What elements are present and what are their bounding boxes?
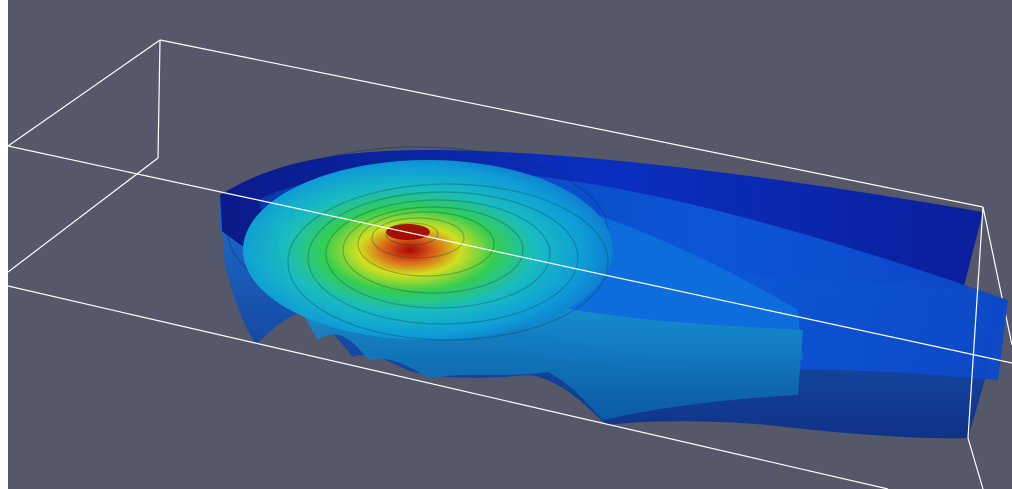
bounding-box-front xyxy=(8,145,1012,489)
isosurface-scene[interactable] xyxy=(8,0,1012,489)
render-viewport[interactable] xyxy=(8,0,1012,489)
bounding-box-back xyxy=(8,39,1012,346)
isosurface-peak xyxy=(243,160,613,340)
peak-contour-lines xyxy=(287,183,609,341)
